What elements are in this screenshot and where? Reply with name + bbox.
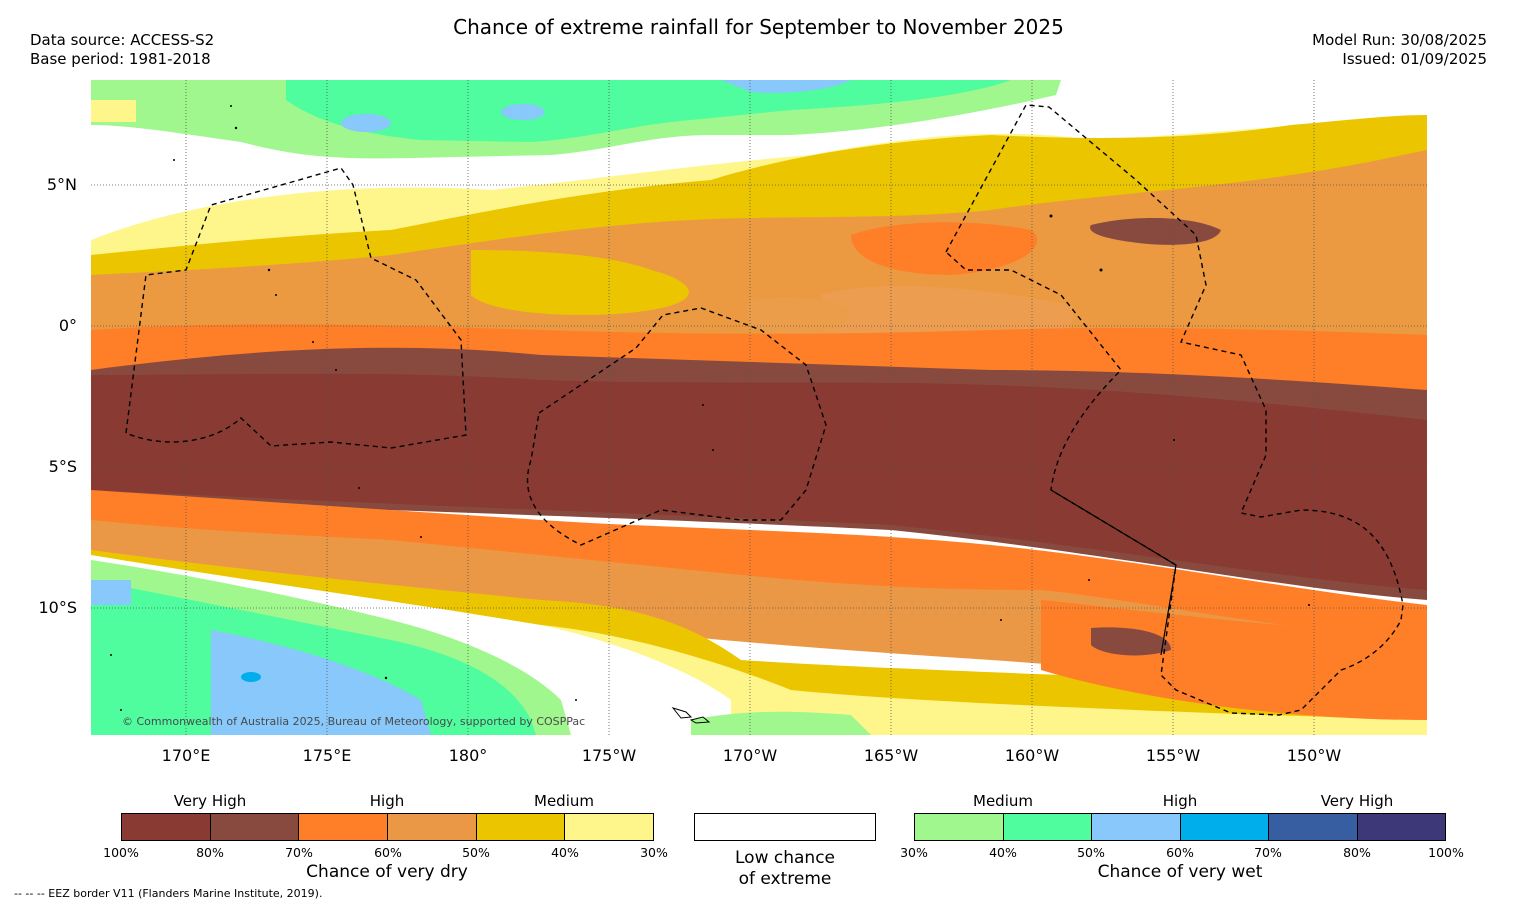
- low-chance-label: Low chance of extreme: [655, 848, 915, 890]
- dry-tick-40: 40%: [551, 845, 579, 860]
- north-wet-veryhigh-patch: [721, 80, 851, 93]
- dry-swatch-60-50: [388, 814, 477, 840]
- lon-label-155w: 155°W: [1145, 746, 1201, 765]
- lat-label-5s: 5°S: [48, 457, 77, 476]
- wet-swatch-70-80: [1269, 814, 1358, 840]
- eez-border-solid: [1050, 489, 1177, 656]
- dry-category-very-high: Very High: [173, 792, 247, 810]
- base-period-label: Base period: 1981-2018: [30, 50, 211, 68]
- south-east-green-patch: [691, 711, 871, 735]
- island-dots: [110, 105, 1310, 711]
- wet-tick-60: 60%: [1166, 845, 1194, 860]
- low-chance-line2: of extreme: [738, 869, 832, 889]
- eez-border-kiribati-west: [125, 167, 467, 449]
- north-wet-patch-3: [501, 104, 545, 120]
- wet-tick-80: 80%: [1343, 845, 1371, 860]
- dry-category-medium: Medium: [534, 792, 594, 810]
- lon-label-160w: 160°W: [1004, 746, 1060, 765]
- lon-label-175e: 175°E: [302, 746, 352, 765]
- wet-category-high: High: [1162, 792, 1198, 810]
- wet-tick-50: 50%: [1077, 845, 1105, 860]
- lat-label-5n: 5°N: [46, 175, 77, 194]
- lon-label-165w: 165°W: [863, 746, 919, 765]
- wet-swatch-60-70: [1180, 814, 1269, 840]
- eez-border-tokelau-tuvalu: [526, 307, 827, 546]
- lon-label-180: 180°: [448, 746, 488, 765]
- samoa-islands: [671, 707, 711, 724]
- dry-swatch-40-30: [565, 814, 654, 840]
- dry-colorbar: [121, 813, 654, 841]
- north-wet-high-region: [286, 80, 1011, 142]
- wet-swatch-30-40: [915, 814, 1004, 840]
- south-dark-patch: [1091, 627, 1171, 656]
- map-title: Chance of extreme rainfall for September…: [453, 15, 1064, 39]
- dry-tick-30: 30%: [640, 845, 668, 860]
- wet-swatch-40-50: [1003, 814, 1092, 840]
- north-orange-patch: [851, 222, 1038, 275]
- wet-swatch-80-100: [1357, 814, 1445, 840]
- low-chance-swatch: [694, 813, 876, 841]
- metadata-right: Model Run: 30/08/2025 Issued: 01/09/2025: [1312, 31, 1487, 69]
- issued-label: Issued: 01/09/2025: [1342, 50, 1487, 68]
- wet-colorbar: [914, 813, 1446, 841]
- metadata-left: Data source: ACCESS-S2 Base period: 1981…: [30, 31, 214, 69]
- south-wet-west-patch: [91, 580, 131, 605]
- eez-footnote: -- -- -- EEZ border V11 (Flanders Marine…: [14, 887, 323, 900]
- dry-tick-80: 80%: [196, 845, 224, 860]
- lon-label-170e: 170°E: [161, 746, 211, 765]
- dry-swatch-70-60: [299, 814, 389, 840]
- north-wet-patch-2: [341, 114, 391, 132]
- graticule: [91, 80, 1427, 735]
- wet-tick-70: 70%: [1254, 845, 1282, 860]
- dry-tick-100: 100%: [103, 845, 139, 860]
- lat-label-0: 0°: [58, 316, 77, 335]
- wet-legend-title: Chance of very wet: [1097, 862, 1263, 882]
- dry-swatch-50-40: [476, 814, 566, 840]
- wet-swatch-50-60: [1092, 814, 1181, 840]
- south-wet-extreme-patch: [241, 672, 261, 682]
- wet-category-medium: Medium: [973, 792, 1033, 810]
- eez-borders: [125, 104, 1404, 716]
- lon-label-150w: 150°W: [1286, 746, 1342, 765]
- dry-tick-70: 70%: [285, 845, 313, 860]
- dry-tick-60: 60%: [374, 845, 402, 860]
- eez-border-kiribati-line: [945, 104, 1404, 716]
- wet-tick-40: 40%: [989, 845, 1017, 860]
- wet-tick-100: 100%: [1428, 845, 1464, 860]
- data-source-label: Data source: ACCESS-S2: [30, 31, 215, 49]
- dry-legend-title: Chance of very dry: [306, 862, 468, 882]
- north-veryhigh-dry-patch: [1090, 218, 1221, 245]
- north-white-patch: [91, 100, 136, 122]
- rainfall-map-svg: [91, 80, 1427, 735]
- wet-category-very-high: Very High: [1320, 792, 1394, 810]
- copyright-notice: © Commonwealth of Australia 2025, Bureau…: [122, 715, 586, 728]
- dry-swatch-100-80: [122, 814, 211, 840]
- dry-high-tan-band: [91, 150, 1427, 381]
- wet-tick-30: 30%: [900, 845, 928, 860]
- dry-tick-50: 50%: [462, 845, 490, 860]
- dry-medium-center-patch: [471, 250, 689, 315]
- rainfall-map: [91, 80, 1427, 735]
- south-wet-veryhigh-region: [211, 630, 431, 735]
- lon-label-170w: 170°W: [722, 746, 778, 765]
- dry-category-high: High: [369, 792, 405, 810]
- lon-label-175w: 175°W: [581, 746, 637, 765]
- lat-label-10s: 10°S: [38, 598, 77, 617]
- model-run-label: Model Run: 30/08/2025: [1312, 31, 1487, 49]
- dry-veryhigh-100-band: [91, 373, 1427, 590]
- dry-swatch-80-70: [210, 814, 300, 840]
- low-chance-line1: Low chance: [735, 848, 835, 868]
